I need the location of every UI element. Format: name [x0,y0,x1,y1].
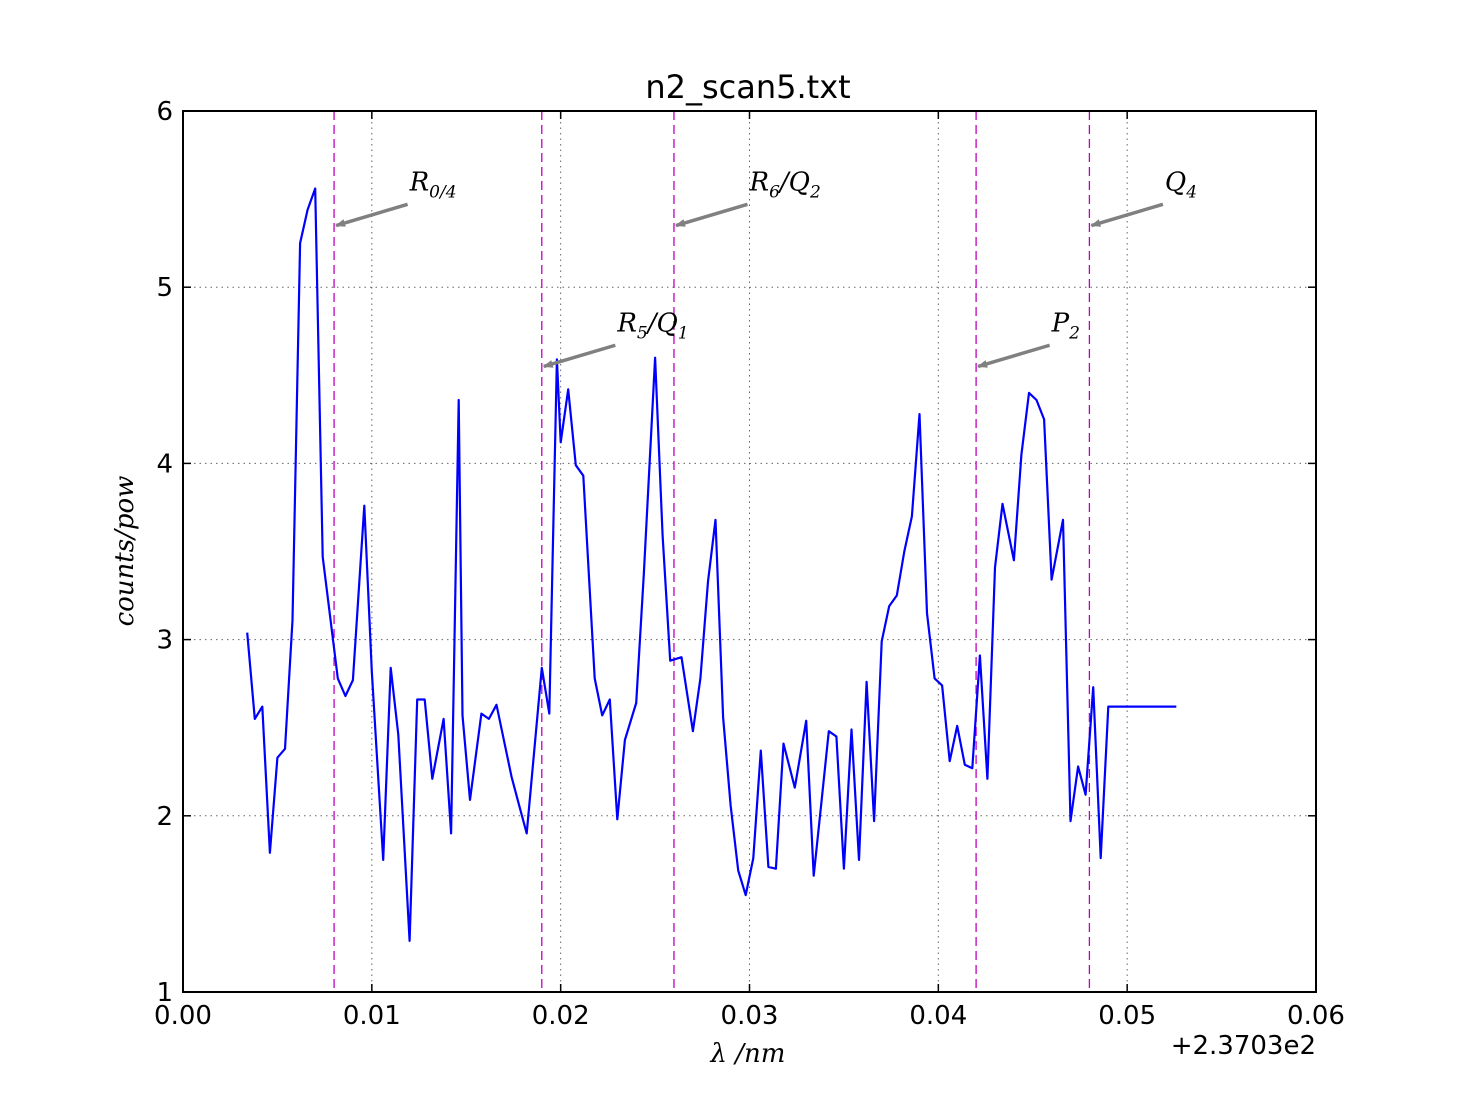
annotation-arrow [977,343,1051,369]
reference-lines [333,111,1091,992]
annotation-label: Q4 [1165,167,1197,202]
y-tick-label: 1 [156,978,173,1008]
data-series-line [246,187,1177,943]
annotation-arrow [542,343,616,369]
grid [183,111,1316,992]
x-tick-label: 0.01 [343,1001,401,1031]
annotation-label: P2 [1051,308,1080,343]
y-tick-label: 6 [156,97,173,127]
series-group [246,187,1177,943]
annotations: R0/4 R5/Q1 R6/Q2 P2 Q4 [335,167,1197,369]
x-tick-label: 0.04 [909,1001,967,1031]
annotation-label: R6/Q2 [749,167,821,202]
x-tick-label: 0.00 [154,1001,212,1031]
x-tick-label: 0.03 [721,1001,779,1031]
y-tick-label: 5 [156,273,173,303]
y-tick-label: 3 [156,626,173,656]
y-axis-label: counts/pow [110,476,140,627]
y-tick-label: 4 [156,449,173,479]
annotation-label: R5/Q1 [616,308,688,343]
chart-title: n2_scan5.txt [645,68,850,106]
y-tick-label: 2 [156,802,173,832]
x-tick-label: 0.02 [532,1001,590,1031]
annotation-arrow [1090,202,1164,228]
annotation-label: R0/4 [409,167,457,202]
y-axis-ticks: 1 2 3 4 5 6 [156,97,1316,1008]
x-tick-label: 0.06 [1287,1001,1345,1031]
x-axis-ticks: 0.00 0.01 0.02 0.03 0.04 0.05 0.06 [154,111,1345,1031]
x-tick-label: 0.05 [1098,1001,1156,1031]
x-axis-label: λ /nm [710,1039,786,1069]
annotation-arrow [675,202,748,228]
annotation-arrow [335,202,409,228]
x-axis-offset-label: +2.3703e2 [1171,1031,1316,1061]
